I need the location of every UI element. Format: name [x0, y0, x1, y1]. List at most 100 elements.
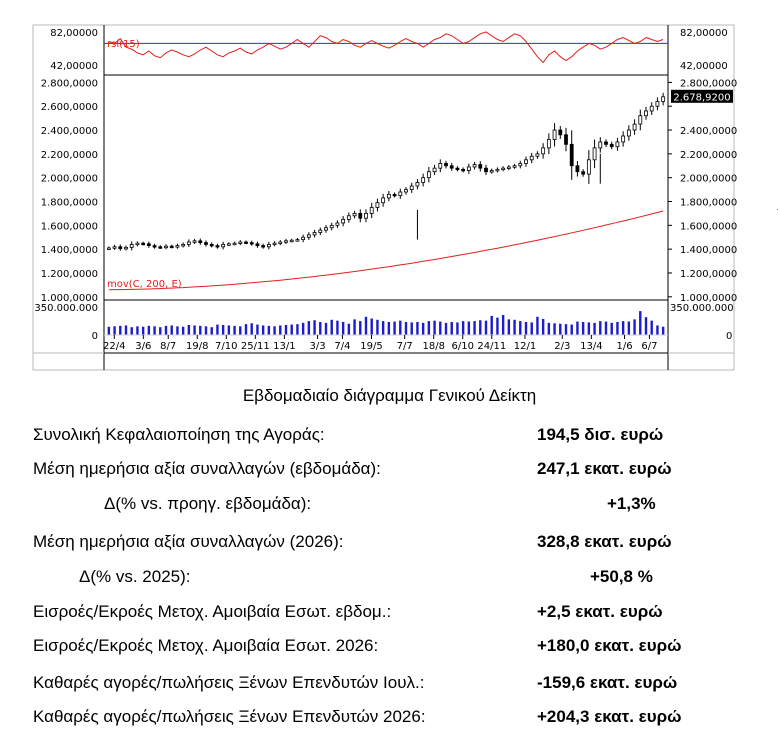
price-tick-left: 1.000,0000	[41, 293, 98, 304]
x-tick-label: 6/7	[641, 341, 657, 352]
stat-row: Εισροές/Εκροές Μετοχ. Αμοιβαία Εσωτ. εβδ…	[0, 602, 779, 632]
candle-body	[644, 110, 648, 117]
candlestick	[186, 239, 191, 248]
candle-body	[295, 239, 300, 242]
volume-bar	[576, 321, 579, 335]
stat-value: 247,1 εκατ. ευρώ	[537, 459, 672, 478]
candlestick	[484, 164, 488, 176]
candlestick	[466, 163, 471, 174]
candle-body	[124, 246, 128, 250]
candlestick	[426, 166, 431, 183]
candle-body	[106, 247, 111, 250]
price-tick-right: 1.400,0000	[680, 245, 737, 256]
volume-bar	[456, 322, 459, 335]
candlestick	[329, 222, 334, 231]
volume-bar	[627, 321, 631, 335]
candle-body	[615, 141, 620, 148]
rsi-tick-left: 42,00000	[50, 61, 98, 72]
candle-body	[381, 197, 386, 204]
candlestick	[386, 191, 391, 202]
candle-body	[192, 240, 197, 243]
candle-body	[175, 245, 180, 248]
volume-bar	[599, 321, 602, 335]
volume-bar	[461, 321, 465, 335]
stat-value: -159,6 εκατ. ευρώ	[537, 673, 678, 692]
candle-body	[358, 213, 363, 219]
candlestick	[621, 131, 626, 147]
candlestick	[444, 160, 448, 169]
candle-body	[129, 243, 134, 248]
candle-body	[375, 202, 380, 208]
price-tick-left: 2.400,0000	[41, 126, 98, 137]
candle-body	[169, 245, 174, 249]
volume-bar	[324, 322, 328, 335]
candlestick	[575, 161, 580, 177]
candlestick	[221, 241, 226, 250]
volume-bar	[433, 320, 436, 335]
candlestick	[204, 240, 208, 247]
volume-bar	[170, 325, 173, 335]
candle-body	[341, 218, 346, 224]
x-tick-label: 1/6	[616, 341, 632, 352]
candle-body	[449, 165, 454, 169]
candle-body	[506, 166, 511, 169]
candle-body	[529, 155, 534, 161]
candle-body	[152, 245, 157, 248]
volume-bar	[513, 319, 516, 335]
candlestick	[106, 246, 111, 251]
candlestick	[661, 92, 666, 106]
candlestick	[455, 166, 460, 172]
candle-body	[181, 243, 186, 247]
candlestick	[324, 225, 328, 233]
candle-body	[438, 162, 443, 169]
candlestick	[501, 166, 506, 172]
volume-bar	[261, 325, 265, 335]
x-tick-label: 2/3	[554, 341, 570, 352]
volume-bar	[216, 324, 219, 335]
candle-body	[318, 229, 323, 233]
candlestick	[609, 141, 614, 150]
price-tick-right: 1.000,0000	[680, 293, 737, 304]
candlestick	[564, 127, 568, 152]
volume-bar	[250, 323, 253, 335]
candle-body	[312, 232, 317, 236]
candle-body	[632, 123, 637, 131]
stat-row: Δ(% vs. 2025): +50,8 %	[0, 567, 779, 597]
candlestick	[164, 244, 168, 250]
volume-bar	[381, 321, 385, 335]
candle-body	[261, 245, 266, 248]
candle-body	[421, 177, 426, 183]
volume-bar	[490, 315, 493, 335]
candlestick	[535, 151, 540, 159]
x-tick-label: 13/1	[273, 341, 295, 352]
stat-label: Εισροές/Εκροές Μετοχ. Αμοιβαία Εσωτ. 202…	[33, 636, 379, 655]
candlestick	[586, 150, 591, 184]
volume-bar	[113, 326, 116, 335]
volume-bar	[301, 322, 305, 335]
candle-body	[558, 129, 563, 136]
candlestick	[306, 232, 311, 240]
candlestick	[272, 241, 277, 247]
candle-body	[266, 243, 271, 248]
volume-panel: 350.000.000 350.000.000 0 0	[34, 303, 733, 342]
candlestick	[238, 240, 243, 246]
candle-body	[164, 245, 168, 249]
x-tick-label: 7/4	[334, 341, 350, 352]
candle-body	[592, 147, 597, 161]
candle-body	[649, 105, 654, 112]
candlestick	[278, 240, 283, 246]
candlestick	[232, 241, 237, 246]
candle-body	[455, 167, 460, 171]
stat-label: Μέση ημερήσια αξία συναλλαγών (2026):	[33, 532, 344, 551]
candlestick	[512, 163, 517, 169]
stat-value: +1,3%	[607, 494, 656, 513]
candle-body	[415, 182, 420, 187]
candle-body	[215, 245, 220, 248]
candlestick	[546, 133, 551, 155]
candlestick	[415, 179, 420, 190]
volume-bar	[199, 325, 202, 335]
candle-body	[461, 168, 466, 172]
candlestick	[141, 241, 146, 246]
candlestick	[129, 241, 134, 251]
